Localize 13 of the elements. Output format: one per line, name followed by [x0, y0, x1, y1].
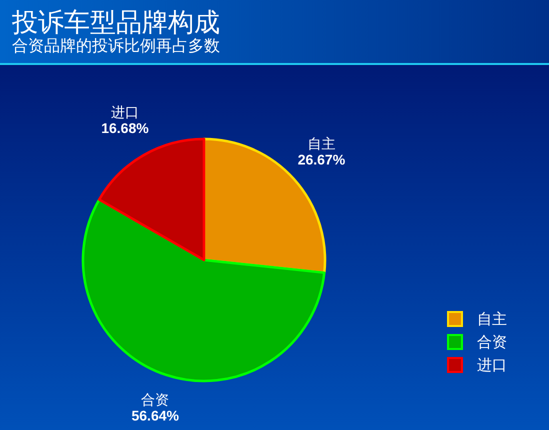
data-label: 16.68%	[101, 120, 150, 136]
legend-label: 合资	[477, 334, 507, 351]
data-label: 26.67%	[298, 151, 346, 168]
chart-subtitle: 合资品牌的投诉比例再占多数	[12, 37, 220, 55]
slice-label: 自主	[307, 135, 336, 152]
chart-title: 投诉车型品牌构成	[11, 7, 220, 37]
data-label: 56.64%	[131, 407, 180, 424]
legend-label: 进口	[477, 357, 507, 374]
slice-label: 进口	[110, 104, 139, 120]
legend-label: 自主	[477, 311, 507, 328]
pie-slice	[98, 138, 206, 262]
pie-slice	[82, 198, 326, 382]
slice-label: 合资	[141, 391, 170, 408]
